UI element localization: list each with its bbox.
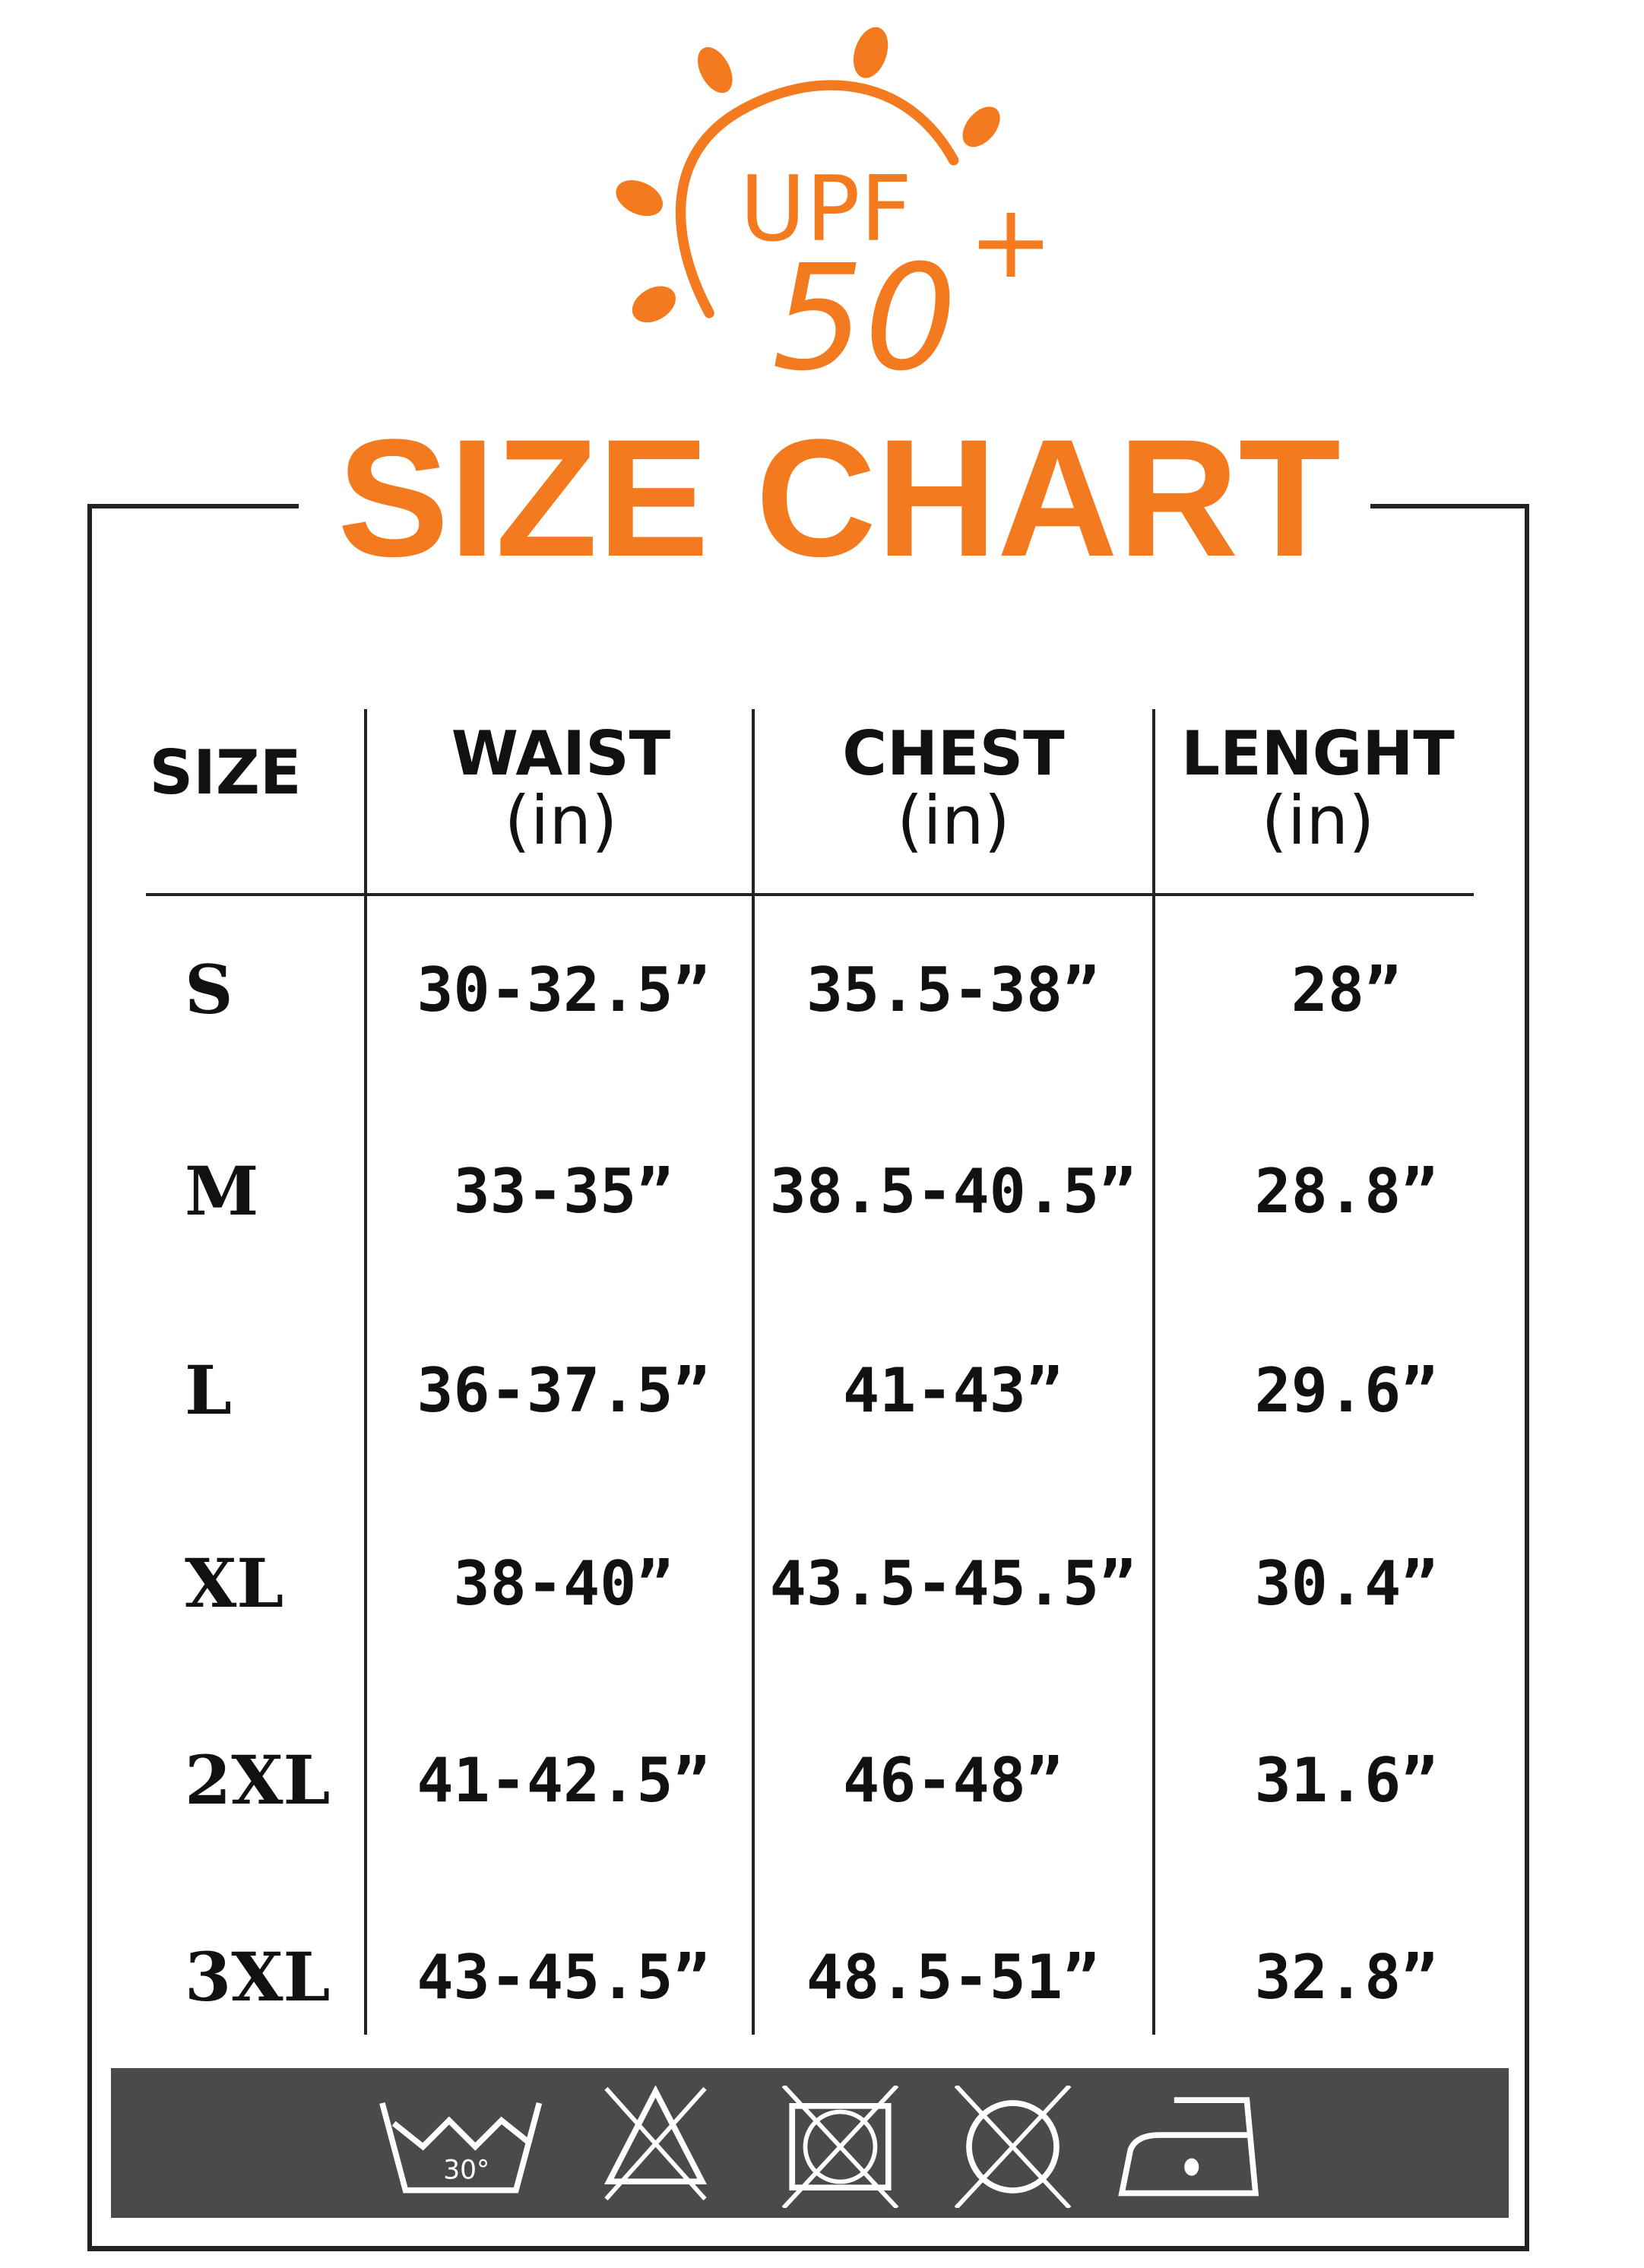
chest-cell: 38.5-40.5”	[769, 1156, 1136, 1227]
upf-sun-logo: UPF 50 +	[616, 27, 1053, 379]
logo-plus-text: +	[968, 182, 1053, 301]
header-chest: CHEST (in)	[842, 718, 1065, 860]
size-cell: XL	[185, 1544, 284, 1623]
length-cell: 29.6”	[1254, 1355, 1438, 1426]
frame-top-right	[1370, 504, 1529, 508]
header-waist: WAIST (in)	[451, 718, 671, 860]
chest-cell: 46-48”	[843, 1745, 1063, 1816]
waist-cell: 30-32.5”	[417, 955, 710, 1025]
wash-30-icon: 30°	[379, 2102, 543, 2194]
frame-top-left	[87, 504, 299, 508]
chest-cell: 43.5-45.5”	[769, 1548, 1136, 1619]
wash-temp-label: 30°	[443, 2155, 489, 2185]
length-cell: 32.8”	[1254, 1942, 1438, 2013]
logo-50-text: 50	[771, 234, 957, 379]
waist-cell: 33-35”	[453, 1156, 673, 1227]
size-cell: M	[185, 1151, 259, 1231]
column-divider	[364, 709, 367, 2035]
frame-right	[1525, 504, 1529, 2251]
do-not-tumble-dry-icon	[781, 2086, 899, 2208]
care-instructions-bar: 30°	[111, 2068, 1509, 2218]
size-cell: 2XL	[185, 1741, 331, 1820]
waist-cell: 36-37.5”	[417, 1355, 710, 1426]
header-length: LENGHT (in)	[1181, 718, 1455, 860]
length-cell: 28”	[1291, 955, 1402, 1025]
logo-upf-text: UPF	[740, 157, 912, 261]
waist-cell: 43-45.5”	[417, 1942, 710, 2013]
waist-cell: 38-40”	[453, 1548, 673, 1619]
page-title: SIZE CHART	[337, 404, 1341, 591]
length-cell: 31.6”	[1254, 1745, 1438, 1816]
size-cell: S	[185, 950, 233, 1029]
header-divider	[146, 893, 1474, 896]
header-size: SIZE	[149, 737, 302, 808]
column-divider	[1152, 709, 1155, 2035]
length-cell: 28.8”	[1254, 1156, 1438, 1227]
do-not-dry-clean-icon	[954, 2086, 1072, 2208]
waist-cell: 41-42.5”	[417, 1745, 710, 1816]
size-cell: 3XL	[185, 1937, 331, 2016]
length-cell: 30.4”	[1254, 1548, 1438, 1619]
iron-low-icon	[1118, 2097, 1259, 2197]
chest-cell: 41-43”	[843, 1355, 1063, 1426]
frame-left	[87, 504, 92, 2251]
do-not-bleach-icon	[604, 2086, 707, 2201]
frame-bottom	[87, 2246, 1529, 2251]
chest-cell: 48.5-51”	[806, 1942, 1100, 2013]
chest-cell: 35.5-38”	[806, 955, 1100, 1025]
column-divider	[752, 709, 755, 2035]
size-cell: L	[185, 1351, 232, 1430]
